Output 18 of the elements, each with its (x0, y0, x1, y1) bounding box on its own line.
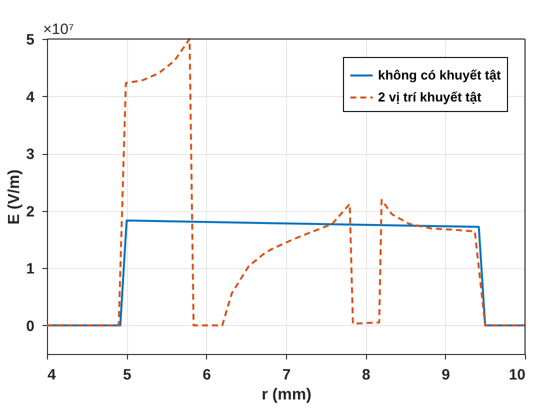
x-tick-label: 8 (362, 366, 370, 384)
y-axis-title: E (V/m) (6, 169, 24, 225)
y-tick-label: 4 (26, 88, 36, 106)
x-tick-label: 7 (282, 366, 291, 384)
text: ×10⁷ (43, 21, 74, 38)
legend-label: 2 vị trí khuyết tật (378, 90, 482, 104)
y-tick-label: 2 (26, 203, 34, 220)
y-tick-label: 3 (26, 146, 34, 164)
x-tick-label: 10 (508, 366, 526, 384)
x-tick-label: 6 (202, 366, 212, 384)
x-tick-label: 5 (122, 366, 132, 384)
x-tick-label: 4 (48, 366, 56, 384)
legend-label: không có khuyết tật (378, 68, 502, 82)
y-tick-label: 0 (26, 318, 34, 335)
x-axis-title: r (mm) (262, 386, 312, 404)
y-tick-label: 5 (26, 32, 34, 48)
x-tick-label: 9 (442, 366, 450, 384)
y-tick-label: 1 (26, 260, 34, 278)
